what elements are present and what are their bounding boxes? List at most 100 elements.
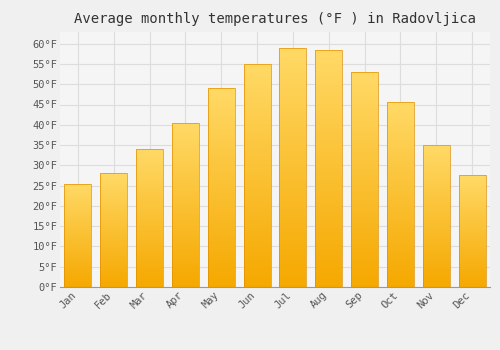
Bar — [423, 213, 450, 215]
Bar — [172, 247, 199, 249]
Bar — [244, 64, 270, 287]
Bar — [458, 195, 485, 196]
Bar — [458, 180, 485, 181]
Bar — [244, 71, 270, 73]
Bar — [423, 185, 450, 186]
Bar — [136, 275, 163, 276]
Bar — [458, 238, 485, 239]
Bar — [136, 210, 163, 211]
Bar — [351, 160, 378, 162]
Bar — [136, 168, 163, 170]
Bar — [351, 251, 378, 253]
Bar — [64, 283, 92, 284]
Bar — [387, 213, 414, 215]
Bar — [316, 216, 342, 218]
Bar — [172, 254, 199, 256]
Bar — [172, 277, 199, 279]
Bar — [208, 228, 234, 229]
Bar — [136, 180, 163, 181]
Bar — [136, 244, 163, 246]
Bar — [351, 278, 378, 281]
Bar — [136, 219, 163, 221]
Bar — [136, 225, 163, 226]
Bar — [280, 105, 306, 107]
Bar — [423, 241, 450, 243]
Bar — [280, 141, 306, 144]
Bar — [423, 183, 450, 185]
Bar — [351, 139, 378, 141]
Bar — [351, 193, 378, 195]
Bar — [423, 264, 450, 266]
Bar — [172, 210, 199, 211]
Bar — [351, 106, 378, 108]
Bar — [136, 237, 163, 239]
Bar — [172, 157, 199, 159]
Bar — [100, 208, 127, 209]
Bar — [136, 164, 163, 166]
Bar — [64, 234, 92, 235]
Bar — [64, 206, 92, 207]
Bar — [100, 243, 127, 244]
Bar — [423, 174, 450, 175]
Bar — [387, 116, 414, 117]
Bar — [100, 240, 127, 241]
Bar — [351, 130, 378, 132]
Bar — [316, 278, 342, 280]
Bar — [244, 184, 270, 187]
Bar — [423, 267, 450, 268]
Bar — [351, 171, 378, 173]
Bar — [64, 238, 92, 239]
Bar — [244, 146, 270, 149]
Bar — [387, 280, 414, 281]
Bar — [316, 88, 342, 90]
Bar — [351, 218, 378, 220]
Bar — [100, 222, 127, 223]
Bar — [244, 200, 270, 202]
Bar — [244, 73, 270, 75]
Bar — [387, 147, 414, 149]
Bar — [351, 268, 378, 270]
Bar — [244, 189, 270, 191]
Bar — [136, 188, 163, 189]
Bar — [316, 282, 342, 285]
Bar — [458, 270, 485, 271]
Bar — [423, 257, 450, 259]
Bar — [172, 177, 199, 178]
Bar — [280, 225, 306, 227]
Bar — [423, 199, 450, 201]
Bar — [280, 158, 306, 160]
Bar — [244, 95, 270, 97]
Bar — [458, 223, 485, 225]
Bar — [100, 194, 127, 195]
Bar — [280, 79, 306, 81]
Bar — [172, 129, 199, 131]
Bar — [244, 249, 270, 251]
Bar — [316, 133, 342, 135]
Bar — [316, 119, 342, 121]
Bar — [244, 160, 270, 162]
Bar — [208, 196, 234, 197]
Bar — [423, 212, 450, 213]
Bar — [244, 193, 270, 196]
Bar — [100, 174, 127, 175]
Bar — [100, 220, 127, 221]
Bar — [458, 183, 485, 184]
Bar — [387, 161, 414, 163]
Bar — [458, 229, 485, 230]
Bar — [458, 175, 485, 287]
Bar — [172, 147, 199, 149]
Bar — [100, 286, 127, 287]
Bar — [316, 190, 342, 192]
Bar — [208, 174, 234, 176]
Bar — [64, 230, 92, 231]
Bar — [423, 203, 450, 205]
Bar — [100, 177, 127, 178]
Bar — [280, 172, 306, 175]
Bar — [316, 97, 342, 99]
Bar — [351, 175, 378, 177]
Bar — [423, 215, 450, 216]
Bar — [280, 93, 306, 96]
Bar — [316, 121, 342, 123]
Bar — [280, 246, 306, 249]
Bar — [280, 230, 306, 232]
